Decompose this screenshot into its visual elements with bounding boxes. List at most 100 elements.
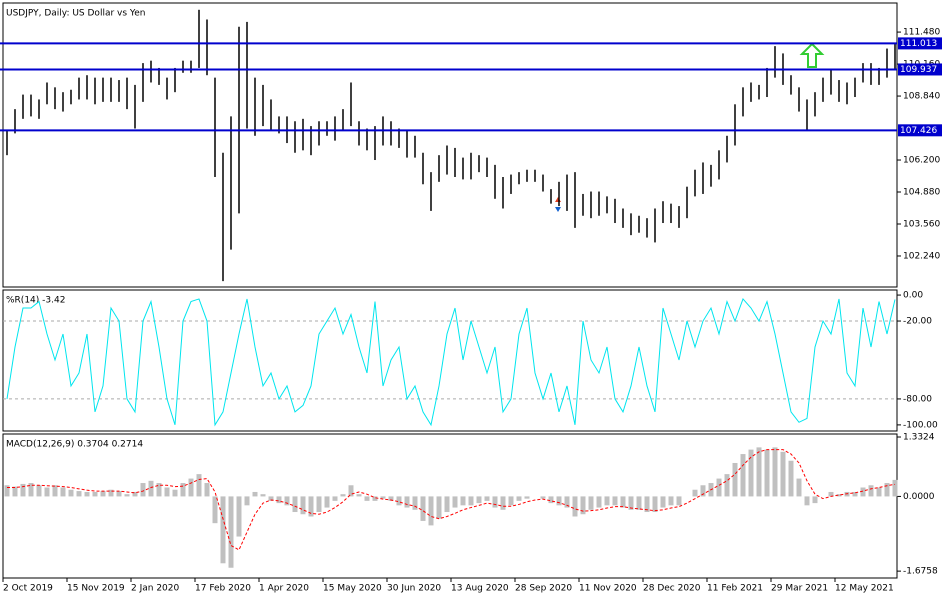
macd-bar [596, 496, 602, 508]
macd-bar [204, 483, 210, 497]
y-tick-label: -20.00 [903, 317, 932, 327]
macd-bar [116, 491, 122, 497]
macd-bar [276, 496, 282, 504]
x-tick-label: 28 Dec 2020 [643, 584, 701, 594]
macd-bar [644, 496, 650, 513]
macd-bar [484, 496, 490, 501]
macd-bar [188, 478, 194, 497]
x-tick-label: 30 Jun 2020 [387, 584, 441, 594]
y-tick-label: 108.840 [903, 92, 940, 102]
macd-bar [68, 489, 74, 497]
macd-bar [868, 485, 874, 497]
macd-bar [380, 496, 386, 499]
macd-bar [836, 494, 842, 497]
macd-bar [396, 496, 402, 506]
macd-bar [652, 496, 658, 513]
x-tick-label: 1 Apr 2020 [259, 584, 309, 594]
macd-bar [716, 478, 722, 497]
x-tick-label: 29 Mar 2021 [771, 584, 828, 594]
y-tick-label: 0.00 [903, 291, 923, 301]
macd-bar [572, 496, 578, 517]
macd-bar [108, 489, 114, 497]
level-label-box [898, 37, 942, 50]
macd-bar [84, 491, 90, 497]
macd-bar [340, 494, 346, 497]
macd-bar [804, 496, 810, 506]
macd-bar [636, 496, 642, 510]
macd-bar [220, 496, 226, 564]
macd-bar [300, 496, 306, 515]
signal-line [7, 449, 896, 551]
y-tick-label: 1.3324 [903, 433, 935, 443]
macd-bar [332, 496, 338, 501]
macd-bar [372, 496, 378, 501]
macd-bar [796, 478, 802, 497]
wpr-pane [2, 289, 898, 432]
macd-bar [100, 491, 106, 497]
macd-bar [780, 451, 786, 497]
macd-bar [412, 496, 418, 510]
y-tick-label: 103.560 [903, 219, 940, 229]
macd-bar [292, 496, 298, 513]
macd-bar [252, 491, 258, 497]
y-tick-label: 104.880 [903, 188, 940, 198]
macd-bar [428, 496, 434, 526]
macd-bar [828, 491, 834, 497]
macd-bar [124, 494, 130, 497]
x-tick-label: 12 May 2021 [835, 584, 894, 594]
x-tick-label: 15 Nov 2019 [67, 584, 125, 594]
macd-bar [324, 496, 330, 508]
x-tick-label: 2 Oct 2019 [3, 584, 53, 594]
trade-marker [555, 207, 561, 212]
macd-bar [12, 486, 18, 497]
macd-bar [468, 496, 474, 506]
macd-bar [540, 496, 546, 499]
macd-bar [460, 496, 466, 506]
macd-bar [756, 447, 762, 497]
macd-bar [580, 496, 586, 515]
level-label: 109.937 [900, 65, 937, 75]
y-tick-label: 111.480 [903, 28, 940, 38]
macd-bar [524, 496, 530, 499]
y-tick-label: -100.00 [903, 420, 938, 430]
level-label-box [898, 124, 942, 137]
macd-bar [676, 496, 682, 506]
macd-bar [92, 491, 98, 497]
y-tick-label: 0.0000 [903, 492, 935, 502]
x-tick-label: 11 Feb 2021 [707, 584, 763, 594]
macd-bar [148, 480, 154, 497]
y-tick-label: -80.00 [903, 394, 932, 404]
macd-bar [44, 487, 50, 497]
macd-bar [20, 483, 26, 497]
macd-bar [700, 485, 706, 497]
macd-bar [132, 491, 138, 497]
macd-bar [436, 496, 442, 519]
pane-title: %R(14) -3.42 [6, 296, 65, 306]
macd-bar [852, 491, 858, 497]
pane-title: MACD(12,26,9) 0.3704 0.2714 [6, 440, 143, 450]
price-pane [2, 2, 898, 288]
macd-bar [788, 460, 794, 497]
x-tick-label: 28 Sep 2020 [515, 584, 572, 594]
macd-bar [356, 494, 362, 497]
y-tick-label: 102.240 [903, 251, 940, 261]
macd-bar [740, 454, 746, 497]
macd-bar [492, 496, 498, 508]
macd-bar [404, 496, 410, 508]
macd-bar [260, 494, 266, 497]
macd-bar [620, 496, 626, 508]
macd-bar [244, 496, 250, 506]
macd-bar [236, 496, 242, 537]
x-tick-label: 15 May 2020 [323, 584, 382, 594]
pane-title: USDJPY, Daily: US Dollar vs Yen [6, 9, 145, 19]
macd-bar [60, 487, 66, 497]
macd-bar [628, 496, 634, 510]
macd-bar [444, 496, 450, 513]
macd-bar [508, 496, 514, 506]
y-tick-label: 106.200 [903, 156, 940, 166]
macd-bar [196, 474, 202, 497]
macd-bar [36, 485, 42, 497]
y-tick-label: -1.6758 [903, 567, 938, 577]
macd-bar [612, 496, 618, 506]
